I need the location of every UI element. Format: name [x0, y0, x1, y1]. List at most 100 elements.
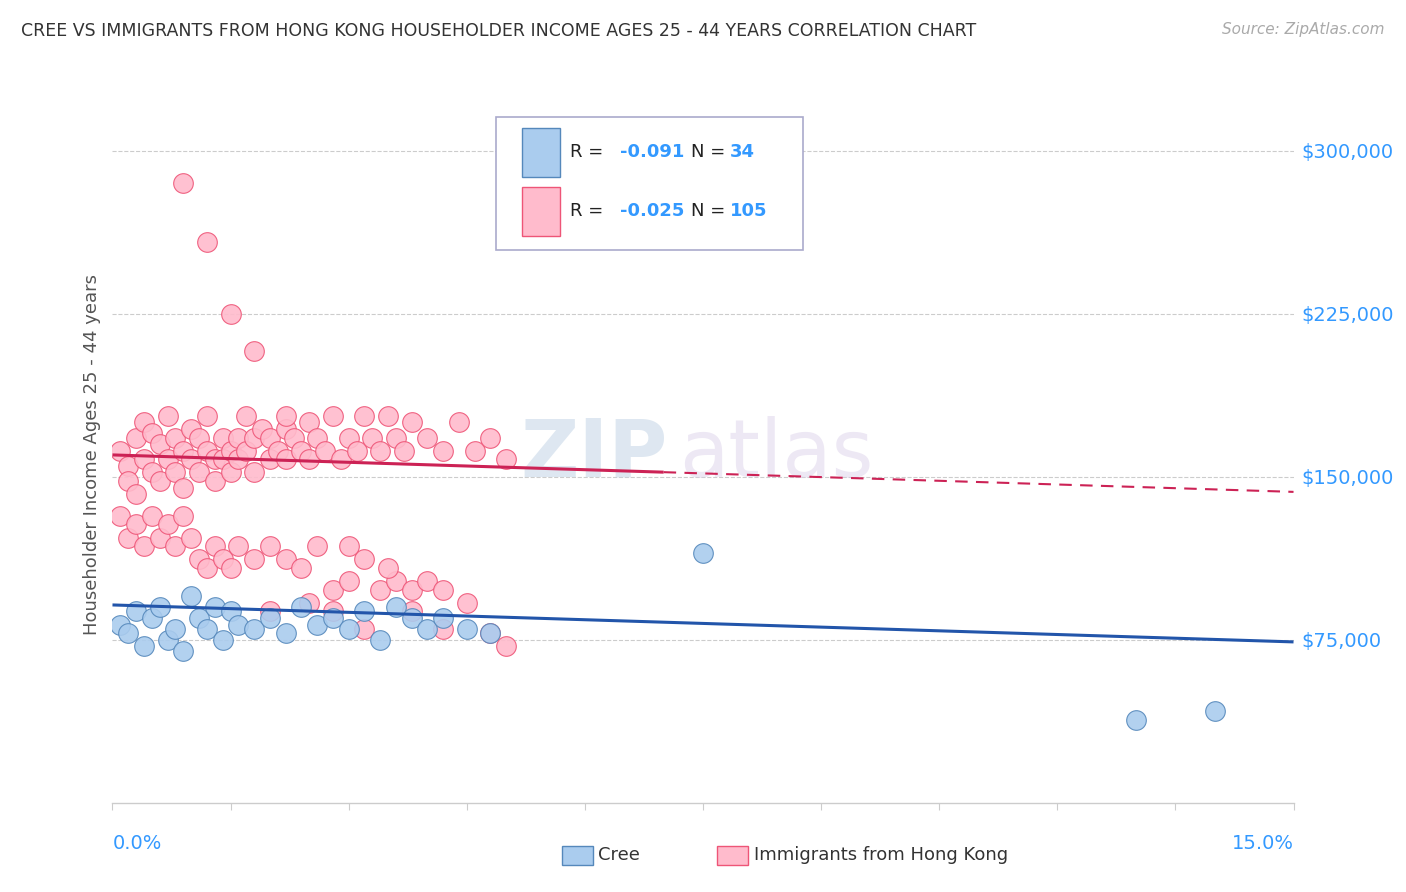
Point: [329, 452, 352, 467]
Point: [211, 552, 233, 566]
Point: [495, 452, 517, 467]
Point: [307, 539, 329, 553]
Point: [337, 574, 360, 588]
Point: [117, 626, 139, 640]
Point: [401, 605, 423, 619]
Point: [416, 431, 439, 445]
Point: [274, 452, 297, 467]
Point: [243, 431, 266, 445]
Text: 15.0%: 15.0%: [1232, 834, 1294, 853]
Point: [204, 539, 226, 553]
Point: [456, 596, 478, 610]
Point: [110, 443, 132, 458]
Point: [132, 539, 155, 553]
Point: [141, 466, 163, 480]
Point: [368, 582, 391, 597]
Text: R =: R =: [569, 144, 609, 161]
Point: [180, 422, 202, 436]
Text: 105: 105: [730, 202, 768, 220]
Point: [180, 452, 202, 467]
Point: [228, 452, 250, 467]
Point: [125, 605, 148, 619]
Point: [259, 605, 281, 619]
Point: [385, 574, 408, 588]
Point: [377, 561, 399, 575]
Point: [211, 431, 233, 445]
FancyBboxPatch shape: [522, 187, 560, 235]
Point: [337, 539, 360, 553]
Point: [165, 431, 187, 445]
Point: [125, 431, 148, 445]
Point: [307, 617, 329, 632]
Point: [322, 605, 344, 619]
Point: [290, 600, 312, 615]
Point: [195, 622, 218, 636]
FancyBboxPatch shape: [522, 128, 560, 177]
Point: [692, 546, 714, 560]
Point: [322, 409, 344, 423]
Point: [479, 431, 502, 445]
Point: [132, 452, 155, 467]
Point: [353, 622, 375, 636]
Point: [172, 443, 194, 458]
Point: [337, 431, 360, 445]
Point: [219, 605, 242, 619]
Point: [165, 466, 187, 480]
Point: [377, 409, 399, 423]
Text: R =: R =: [569, 202, 609, 220]
Point: [243, 466, 266, 480]
Point: [141, 611, 163, 625]
Point: [204, 600, 226, 615]
Point: [180, 531, 202, 545]
Point: [416, 622, 439, 636]
Point: [172, 508, 194, 523]
Point: [353, 409, 375, 423]
Point: [432, 582, 454, 597]
Point: [1204, 705, 1226, 719]
Point: [228, 431, 250, 445]
Point: [283, 431, 305, 445]
Point: [188, 611, 211, 625]
FancyBboxPatch shape: [496, 118, 803, 250]
Point: [479, 626, 502, 640]
Point: [156, 452, 179, 467]
Point: [219, 561, 242, 575]
Point: [385, 600, 408, 615]
Point: [401, 415, 423, 429]
Point: [110, 508, 132, 523]
Point: [204, 474, 226, 488]
Point: [337, 622, 360, 636]
Text: atlas: atlas: [679, 416, 873, 494]
Point: [117, 458, 139, 473]
Point: [243, 552, 266, 566]
Point: [432, 443, 454, 458]
Point: [250, 422, 273, 436]
Point: [156, 517, 179, 532]
Point: [314, 443, 336, 458]
Text: CREE VS IMMIGRANTS FROM HONG KONG HOUSEHOLDER INCOME AGES 25 - 44 YEARS CORRELAT: CREE VS IMMIGRANTS FROM HONG KONG HOUSEH…: [21, 22, 976, 40]
Point: [479, 626, 502, 640]
Point: [322, 582, 344, 597]
Point: [290, 443, 312, 458]
Text: N =: N =: [692, 144, 731, 161]
Point: [361, 431, 384, 445]
Point: [125, 517, 148, 532]
Point: [432, 622, 454, 636]
Point: [392, 443, 415, 458]
Point: [195, 561, 218, 575]
Point: [180, 589, 202, 603]
Point: [416, 574, 439, 588]
Point: [219, 307, 242, 321]
Point: [464, 443, 486, 458]
Point: [172, 481, 194, 495]
Text: 34: 34: [730, 144, 755, 161]
Point: [298, 415, 321, 429]
Point: [219, 443, 242, 458]
Point: [243, 343, 266, 358]
Text: N =: N =: [692, 202, 731, 220]
Point: [298, 596, 321, 610]
Point: [110, 617, 132, 632]
Text: -0.091: -0.091: [620, 144, 685, 161]
Point: [195, 235, 218, 249]
Point: [149, 474, 172, 488]
